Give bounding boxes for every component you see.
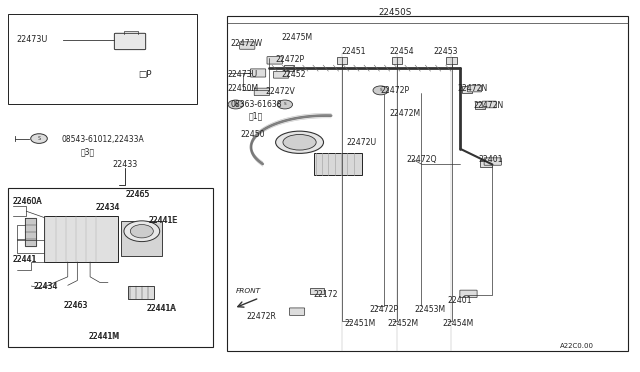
Text: 22401: 22401 xyxy=(478,155,503,164)
Text: □P: □P xyxy=(138,70,152,79)
Text: S: S xyxy=(284,102,286,106)
Bar xyxy=(337,57,348,64)
Ellipse shape xyxy=(276,131,323,153)
Text: 22475M: 22475M xyxy=(282,33,313,42)
FancyBboxPatch shape xyxy=(254,88,269,96)
Text: 22463: 22463 xyxy=(63,301,88,310)
FancyBboxPatch shape xyxy=(482,101,496,108)
Bar xyxy=(314,153,362,175)
Text: A22C0.00: A22C0.00 xyxy=(560,343,594,349)
Text: 22465: 22465 xyxy=(125,190,149,199)
Circle shape xyxy=(228,100,243,109)
Text: S: S xyxy=(38,136,40,141)
Text: 22472Q: 22472Q xyxy=(407,155,437,164)
Text: 22465: 22465 xyxy=(125,190,150,199)
Bar xyxy=(227,16,628,351)
Text: 22434: 22434 xyxy=(34,282,58,291)
Bar xyxy=(474,102,484,109)
FancyBboxPatch shape xyxy=(115,33,146,49)
Bar xyxy=(310,288,324,294)
Bar xyxy=(447,57,457,64)
Text: 22460A: 22460A xyxy=(12,197,42,206)
Text: 22452: 22452 xyxy=(282,70,306,79)
Text: 22441M: 22441M xyxy=(89,331,120,341)
Text: 22450M: 22450M xyxy=(227,84,259,93)
Text: 22472N: 22472N xyxy=(458,84,488,93)
Bar xyxy=(8,14,196,105)
Circle shape xyxy=(131,225,154,238)
Bar xyxy=(462,86,472,93)
Text: 22473U: 22473U xyxy=(17,35,48,44)
Text: 22452M: 22452M xyxy=(387,320,418,328)
FancyBboxPatch shape xyxy=(484,158,501,165)
Text: 22472P: 22472P xyxy=(370,305,399,314)
Text: 22454M: 22454M xyxy=(443,320,474,328)
Text: 22472M: 22472M xyxy=(389,109,420,118)
Text: 22463: 22463 xyxy=(63,301,88,310)
Text: S: S xyxy=(380,89,382,92)
Text: 22451M: 22451M xyxy=(344,320,376,328)
Text: 22472P: 22472P xyxy=(381,86,410,95)
Text: 22433: 22433 xyxy=(113,160,138,169)
Text: 22172: 22172 xyxy=(314,290,338,299)
Circle shape xyxy=(277,100,292,109)
Text: 22472W: 22472W xyxy=(230,39,262,48)
Text: 22453: 22453 xyxy=(434,47,458,56)
Text: 22441A: 22441A xyxy=(147,304,176,313)
Text: 22401: 22401 xyxy=(448,296,472,305)
FancyBboxPatch shape xyxy=(289,308,305,315)
Text: （3）: （3） xyxy=(81,147,95,156)
Text: 22453M: 22453M xyxy=(415,305,445,314)
FancyBboxPatch shape xyxy=(267,57,282,64)
Text: 22460A: 22460A xyxy=(12,197,42,206)
Bar xyxy=(129,286,154,299)
Circle shape xyxy=(373,86,388,95)
Text: 22450: 22450 xyxy=(240,129,265,139)
Text: 22454: 22454 xyxy=(389,47,413,56)
Circle shape xyxy=(31,134,47,143)
Text: 22441: 22441 xyxy=(12,255,37,264)
Text: 22441E: 22441E xyxy=(149,216,178,225)
Circle shape xyxy=(124,221,160,241)
Bar xyxy=(8,188,212,347)
FancyBboxPatch shape xyxy=(460,290,477,298)
Bar xyxy=(284,65,294,71)
Text: 08363-61638: 08363-61638 xyxy=(230,100,282,109)
Text: 22451: 22451 xyxy=(341,47,365,56)
Bar xyxy=(44,216,118,262)
Text: 22441A: 22441A xyxy=(147,304,175,313)
Text: FRONT: FRONT xyxy=(236,288,261,294)
Text: 08543-61012,22433A: 08543-61012,22433A xyxy=(61,135,144,144)
Bar xyxy=(121,221,163,256)
Ellipse shape xyxy=(283,135,316,150)
Text: 22472R: 22472R xyxy=(246,312,276,321)
Text: 22472V: 22472V xyxy=(266,87,296,96)
Text: S: S xyxy=(234,102,237,107)
Text: 22472N: 22472N xyxy=(473,101,504,110)
FancyBboxPatch shape xyxy=(273,71,289,78)
Text: 22472U: 22472U xyxy=(347,138,377,147)
Text: 22473U: 22473U xyxy=(227,70,257,79)
Text: 22472P: 22472P xyxy=(275,55,305,64)
FancyBboxPatch shape xyxy=(250,69,266,77)
Polygon shape xyxy=(25,218,36,246)
Text: 22441: 22441 xyxy=(12,255,36,264)
Text: 22441E: 22441E xyxy=(149,216,179,225)
Text: 22441M: 22441M xyxy=(89,331,120,341)
Text: 22434: 22434 xyxy=(34,282,58,291)
Bar xyxy=(479,160,492,167)
Text: 22450S: 22450S xyxy=(379,8,412,17)
FancyBboxPatch shape xyxy=(239,42,255,49)
Text: （1）: （1） xyxy=(248,112,263,121)
Text: 22434: 22434 xyxy=(95,203,119,212)
Bar xyxy=(392,57,402,64)
Text: 22434: 22434 xyxy=(95,203,120,212)
FancyBboxPatch shape xyxy=(467,85,481,92)
